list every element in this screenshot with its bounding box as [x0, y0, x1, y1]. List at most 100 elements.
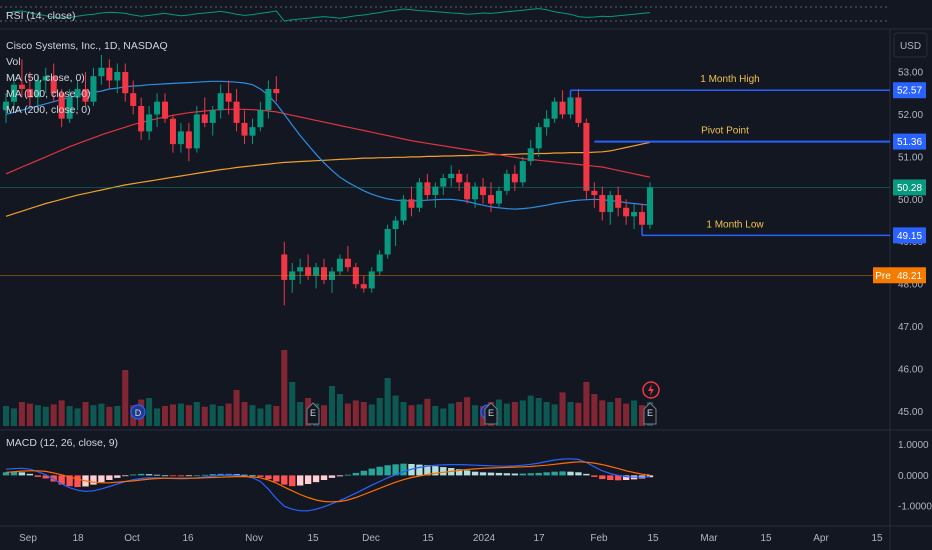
- candle-body: [18, 84, 25, 89]
- volume-bar: [50, 404, 57, 426]
- macd-histogram-bar: [456, 469, 463, 476]
- time-tick-label: 15: [647, 533, 659, 544]
- level-price-label: 51.36: [897, 137, 922, 148]
- volume-bar: [201, 406, 208, 426]
- candle-body: [241, 122, 248, 136]
- premarket-price-tag: [893, 267, 926, 284]
- time-tick-label: Feb: [590, 533, 608, 544]
- candle-body: [567, 97, 574, 115]
- candle-body: [615, 195, 622, 208]
- volume-bar: [42, 406, 49, 426]
- candle-body: [464, 182, 471, 200]
- candle-body: [400, 199, 407, 221]
- level-lines: 1 Month High Pivot Point 1 Month Low: [0, 74, 890, 276]
- candle-body: [456, 173, 463, 183]
- time-tick-label: 17: [533, 533, 545, 544]
- macd-histogram-bar: [607, 475, 614, 480]
- macd-histogram-bar: [122, 475, 129, 477]
- candle-body: [122, 71, 129, 94]
- macd-histogram-bar: [344, 474, 352, 476]
- volume-bar: [122, 370, 129, 426]
- volume-bar: [623, 403, 630, 426]
- macd-histogram-bar: [233, 474, 240, 476]
- time-axis[interactable]: Sep 18 Oct 16 Nov 15 Dec 15 2024 17 Feb 15 Mar 15 Apr 1…: [19, 533, 883, 544]
- macd-histogram-bar: [201, 474, 208, 476]
- price-tick-label: 53.00: [898, 67, 923, 78]
- macd-histogram-bar: [615, 475, 622, 481]
- macd-histogram-bar: [169, 475, 177, 477]
- dividend-marker[interactable]: [130, 404, 146, 420]
- candle-body: [416, 182, 423, 208]
- macd-histogram-bar: [177, 475, 185, 477]
- candle-body: [201, 114, 208, 123]
- level-annotation: Pivot Point: [701, 126, 749, 137]
- volume-bar: [360, 402, 367, 426]
- candle-body: [368, 271, 375, 289]
- candle-body: [583, 122, 590, 191]
- flash-icon[interactable]: [642, 381, 660, 399]
- macd-histogram-bar: [400, 463, 407, 476]
- price-tick-label: 50.00: [898, 195, 923, 206]
- price-tick-label: 45.00: [898, 407, 923, 418]
- candle-body: [480, 186, 487, 196]
- candle-body: [599, 195, 606, 213]
- macd-histogram-bar: [376, 466, 383, 476]
- time-tick-label: Sep: [19, 533, 37, 544]
- candle-body: [281, 254, 288, 280]
- macd-histogram-bar: [312, 475, 320, 483]
- candle-body: [177, 131, 184, 145]
- volume-bar: [185, 405, 192, 426]
- macd-histogram-bar: [26, 473, 34, 476]
- volume-bar: [368, 404, 375, 426]
- volume-bar: [321, 405, 328, 426]
- earnings-marker[interactable]: [306, 402, 320, 425]
- currency-button[interactable]: USD: [893, 32, 928, 58]
- macd-histogram-bar: [432, 466, 439, 476]
- earnings-marker[interactable]: [484, 402, 498, 425]
- premarket-price-prefix-tag: [873, 267, 893, 284]
- time-tick-label: Mar: [700, 533, 718, 544]
- candlesticks: [2, 55, 654, 306]
- level-price-label: 52.57: [897, 86, 922, 97]
- macd-histogram-bar: [18, 472, 26, 476]
- macd-histogram-bar: [10, 471, 18, 476]
- time-tick-label: Dec: [362, 533, 380, 544]
- ma100-line: [5, 108, 651, 178]
- volume-bar: [352, 400, 359, 426]
- volume-bar: [114, 406, 121, 426]
- volume-bar: [297, 402, 304, 426]
- candle-body: [646, 187, 654, 225]
- price-axis[interactable]: 53.0052.0051.0050.0049.0048.0047.0046.00…: [873, 67, 926, 418]
- price-tick-label: 51.00: [898, 152, 923, 163]
- macd-histogram-bar: [320, 475, 328, 480]
- time-tick-label: 16: [182, 533, 194, 544]
- macd-histogram-bar: [575, 472, 582, 476]
- candle-body: [114, 71, 121, 81]
- earnings-marker[interactable]: [643, 402, 657, 425]
- candle-body: [249, 127, 256, 136]
- currency-label[interactable]: USD: [900, 41, 921, 52]
- candle-body: [10, 84, 17, 102]
- volume-bar: [424, 398, 431, 426]
- volume-bar: [289, 382, 296, 426]
- candle-body: [631, 212, 638, 217]
- macd-histogram-bar: [114, 475, 121, 478]
- macd-histogram-bar: [130, 474, 137, 476]
- rsi-line: [5, 8, 651, 22]
- volume-bar: [82, 402, 89, 426]
- volume-bar: [193, 402, 200, 426]
- volume-bar: [154, 408, 161, 426]
- macd-histogram-bar: [257, 475, 264, 477]
- currency-button-frame[interactable]: [893, 32, 928, 58]
- volume-bar: [559, 392, 566, 426]
- candle-body: [257, 110, 264, 128]
- macd-histogram-bar: [495, 472, 503, 476]
- macd-histogram-bar: [281, 475, 288, 485]
- candle-body: [440, 178, 447, 187]
- macd-histogram-bar: [511, 473, 519, 476]
- volume-bar: [66, 406, 73, 426]
- candle-body: [74, 88, 81, 98]
- macd-histogram-bar: [567, 471, 574, 476]
- level-price-label: 49.15: [897, 231, 922, 242]
- volume-bar: [10, 408, 17, 426]
